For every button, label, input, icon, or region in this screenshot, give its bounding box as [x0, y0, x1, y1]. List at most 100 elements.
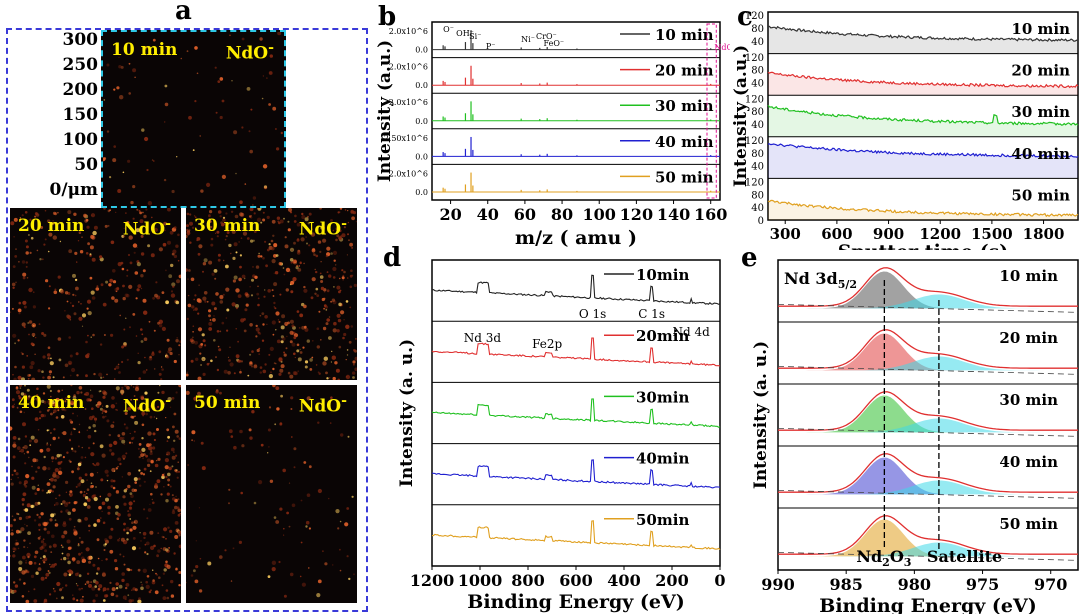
map-pixel — [22, 276, 26, 280]
map-pixel — [36, 513, 39, 516]
series-fill — [768, 143, 1078, 179]
y-tick-label: 80 — [751, 190, 764, 201]
map-pixel — [101, 453, 106, 458]
map-pixel — [231, 80, 233, 82]
map-pixel — [290, 280, 295, 285]
map-pixel — [14, 542, 19, 546]
map-pixel — [175, 339, 179, 343]
map-pixel — [75, 485, 78, 488]
y-tick-label: 80 — [751, 24, 764, 35]
map-pixel — [268, 243, 271, 246]
map-pixel — [351, 274, 354, 277]
map-pixel — [139, 211, 143, 215]
map-pixel — [13, 581, 16, 584]
map-pixel — [200, 343, 204, 346]
map-pixel — [319, 275, 324, 279]
map-pixel — [248, 130, 251, 133]
map-pixel — [278, 560, 281, 564]
map-pixel — [33, 438, 39, 444]
map-pixel — [271, 219, 276, 224]
map-pixel — [138, 443, 142, 446]
map-pixel — [208, 309, 212, 313]
map-pixel — [16, 542, 19, 546]
map-pixel — [289, 258, 294, 262]
map-pixel — [37, 484, 39, 486]
map-pixel — [65, 491, 68, 493]
y-tick-label: 120 — [745, 178, 764, 189]
map-pixel — [216, 230, 220, 234]
map-pixel — [18, 385, 23, 387]
map-pixel — [146, 168, 149, 172]
map-pixel — [209, 210, 213, 214]
map-pixel — [271, 567, 276, 572]
y-axis-label: Intensity (a. u.) — [751, 341, 771, 489]
map-pixel — [164, 465, 169, 470]
map-pixel — [123, 423, 126, 426]
map-pixel — [235, 328, 237, 330]
map-pixel — [130, 398, 132, 401]
map-pixel — [197, 252, 201, 256]
map-pixel — [40, 413, 44, 418]
x-tick-label: 1000 — [458, 571, 503, 590]
map-pixel — [346, 354, 349, 356]
map-pixel — [41, 489, 44, 492]
map-pixel — [72, 528, 77, 532]
map-pixel — [129, 261, 133, 265]
panel-a-y-tick: 0/μm — [49, 180, 98, 200]
map-pixel — [30, 435, 35, 440]
map-pixel — [23, 305, 27, 309]
map-pixel — [346, 507, 350, 510]
map-pixel — [77, 240, 80, 242]
map-pixel — [102, 599, 106, 602]
map-pixel — [164, 402, 166, 404]
x-axis-label: Sputter time (s) — [838, 241, 1009, 250]
map-pixel — [70, 302, 72, 304]
map-pixel — [69, 438, 71, 441]
map-pixel — [57, 470, 63, 475]
map-pixel — [65, 480, 69, 484]
map-pixel — [285, 347, 288, 350]
map-pixel — [171, 189, 175, 194]
map-pixel — [67, 404, 71, 408]
map-pixel — [99, 407, 103, 411]
map-pixel — [115, 505, 119, 509]
map-pixel — [80, 391, 83, 394]
map-pixel — [42, 538, 45, 541]
map-pixel — [271, 560, 277, 565]
map-pixel — [46, 492, 48, 494]
map-pixel — [126, 531, 129, 535]
map-pixel — [141, 437, 144, 440]
map-pixel — [23, 509, 25, 511]
map-pixel — [258, 353, 261, 355]
map-pixel — [201, 356, 206, 362]
map-pixel — [307, 222, 310, 225]
map-pixel — [24, 523, 26, 525]
panel-label-b: b — [378, 2, 397, 32]
map-pixel — [106, 63, 110, 67]
map-pixel — [24, 484, 28, 488]
map-pixel — [248, 428, 252, 432]
map-pixel — [157, 457, 161, 461]
map-pixel — [161, 326, 166, 331]
map-pixel — [336, 313, 341, 318]
map-pixel — [288, 525, 291, 528]
map-pixel — [84, 517, 88, 521]
map-pixel — [140, 252, 145, 256]
map-pixel — [283, 351, 286, 354]
map-pixel — [93, 372, 96, 376]
map-pixel — [152, 446, 156, 450]
map-pixel — [30, 236, 34, 240]
map-pixel — [129, 528, 133, 532]
map-pixel — [78, 552, 81, 556]
map-pixel — [175, 244, 179, 248]
map-pixel — [73, 312, 77, 316]
map-pixel — [13, 547, 17, 551]
map-pixel — [42, 355, 46, 359]
map-pixel — [74, 251, 78, 255]
map-pixel — [260, 443, 264, 447]
map-pixel — [13, 550, 15, 553]
map-pixel — [15, 472, 19, 476]
map-pixel — [214, 66, 217, 69]
map-pixel — [88, 416, 94, 421]
map-pixel — [211, 272, 215, 276]
